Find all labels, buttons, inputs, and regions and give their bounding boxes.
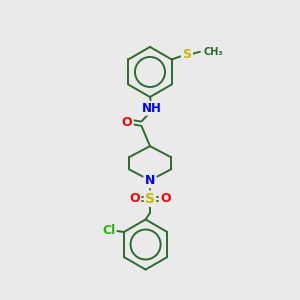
Text: NH: NH (142, 102, 161, 115)
Text: O: O (122, 116, 132, 128)
Text: O: O (160, 192, 171, 205)
Text: N: N (145, 174, 155, 187)
Text: S: S (145, 192, 155, 206)
Text: O: O (129, 192, 140, 205)
Text: CH₃: CH₃ (204, 47, 224, 57)
Text: Cl: Cl (102, 224, 115, 237)
Text: S: S (182, 48, 191, 61)
